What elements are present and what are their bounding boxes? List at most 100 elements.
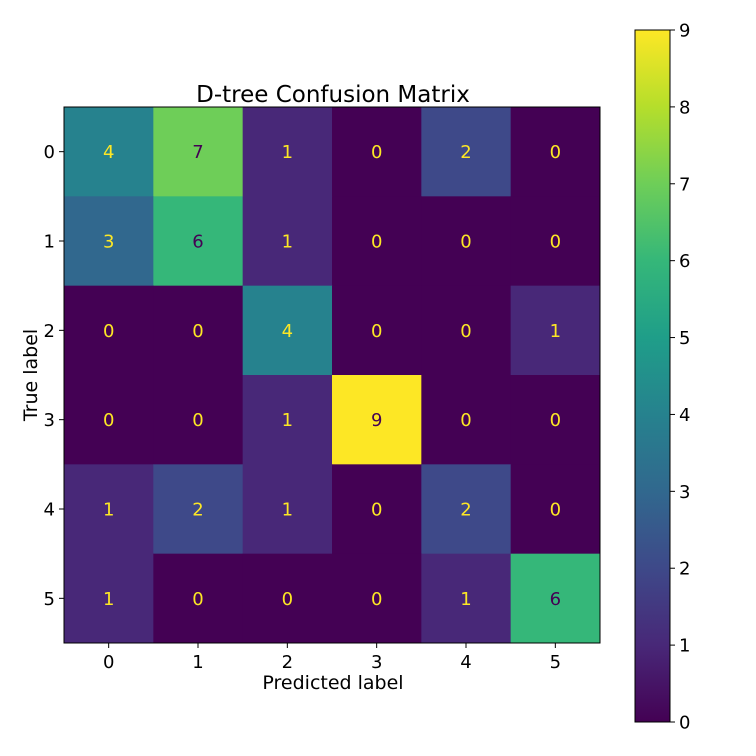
heatmap-cell [242,553,333,644]
cell-value-label: 0 [103,321,114,342]
cell-value-label: 4 [282,321,293,342]
heatmap-cell [421,107,512,197]
cell-value-label: 1 [460,589,471,610]
cell-value-label: 3 [103,232,114,253]
cell-value-label: 0 [460,410,471,431]
cell-value-label: 1 [282,142,293,163]
cell-value-label: 1 [103,589,114,610]
cell-value-label: 2 [192,500,203,521]
cell-value-label: 4 [103,142,114,163]
heatmap-cell [510,107,601,197]
plot-frame [63,106,601,644]
colorbar-tick-label: 3 [679,482,690,503]
cell-value-label: 6 [550,589,561,610]
cell-value-label: 2 [460,142,471,163]
heatmap-cell [332,375,422,465]
cell-value-label: 0 [371,232,382,253]
colorbar [634,29,671,723]
heatmap-cell [242,285,333,376]
y-tick-label: 0 [44,142,55,163]
cell-value-label: 0 [550,410,561,431]
heatmap-cells: 4 7 1 0 2 03 6 1 0 0 00 0 4 0 0 10 0 1 9 0 01 2 1 0 2 01 0 0 0 1 6 [64,107,601,644]
heatmap-cell [421,196,512,287]
colorbar-tick-label: 1 [679,636,690,657]
x-tick-label: 5 [550,652,561,673]
y-axis-label: True label [20,329,42,422]
cell-value-label: 0 [103,410,114,431]
heatmap-cell [64,107,154,197]
heatmap-cell [153,553,244,644]
chart-title: D-tree Confusion Matrix [196,82,470,108]
colorbar-tick-label: 9 [679,21,690,42]
heatmap-cell [153,285,244,376]
cell-value-label: 1 [103,500,114,521]
heatmap-cell [64,285,154,376]
heatmap-cell [332,107,422,197]
x-tick-label: 3 [371,652,382,673]
heatmap-cell [153,464,244,555]
heatmap-cell [64,464,154,555]
cell-value-label: 0 [371,589,382,610]
heatmap-cell [64,553,154,644]
heatmap-cell [421,553,512,644]
cell-value-label: 0 [371,500,382,521]
heatmap-cell [421,464,512,555]
heatmap-cell [332,196,422,287]
heatmap-cell [510,375,601,465]
cell-value-label: 1 [282,410,293,431]
heatmap-cell [153,375,244,465]
heatmap-cell [64,196,154,287]
x-tick-label: 2 [282,652,293,673]
y-tick-label: 1 [44,232,55,253]
colorbar-ticks: 0 1 2 3 4 5 6 7 8 9 [670,21,690,734]
colorbar-tick-label: 0 [679,713,690,734]
heatmap-cell [510,464,601,555]
x-tick-label: 4 [460,652,471,673]
heatmap-cell [242,107,333,197]
cell-value-label: 0 [192,410,203,431]
cell-value-label: 1 [282,500,293,521]
y-axis-ticks: 0 1 2 3 4 5 [44,142,64,610]
heatmap-cell [510,285,601,376]
cell-value-label: 6 [192,232,203,253]
colorbar-tick-label: 5 [679,328,690,349]
cell-value-label: 9 [371,410,382,431]
cell-value-label: 2 [460,500,471,521]
y-tick-label: 4 [44,500,55,521]
cell-value-label: 0 [192,589,203,610]
heatmap-cell [242,375,333,465]
heatmap-cell [332,553,422,644]
x-tick-label: 1 [192,652,203,673]
y-tick-label: 3 [44,410,55,431]
heatmap-cell [153,107,244,197]
x-tick-label: 0 [103,652,114,673]
colorbar-tick-label: 6 [679,251,690,272]
cell-value-label: 0 [192,321,203,342]
heatmap-cell [332,285,422,376]
cell-value-label: 0 [460,321,471,342]
cell-value-label: 0 [282,589,293,610]
heatmap-cell [510,553,601,644]
heatmap-cell [421,375,512,465]
heatmap-cell [242,196,333,287]
cell-value-label: 7 [192,142,203,163]
colorbar-tick-label: 2 [679,559,690,580]
colorbar-tick-label: 7 [679,174,690,195]
y-tick-label: 5 [44,589,55,610]
cell-value-label: 0 [460,232,471,253]
heatmap-cell [64,375,154,465]
cell-value-label: 1 [282,232,293,253]
colorbar-tick-label: 8 [679,97,690,118]
x-axis-label: Predicted label [262,672,403,694]
y-tick-label: 2 [44,321,55,342]
x-axis-ticks: 0 1 2 3 4 5 [103,643,561,673]
colorbar-tick-label: 4 [679,405,690,426]
cell-value-label: 1 [550,321,561,342]
heatmap-cell [242,464,333,555]
heatmap-cell [421,285,512,376]
cell-value-label: 0 [550,142,561,163]
cell-value-label: 0 [550,500,561,521]
heatmap-cell [153,196,244,287]
cell-value-label: 0 [550,232,561,253]
